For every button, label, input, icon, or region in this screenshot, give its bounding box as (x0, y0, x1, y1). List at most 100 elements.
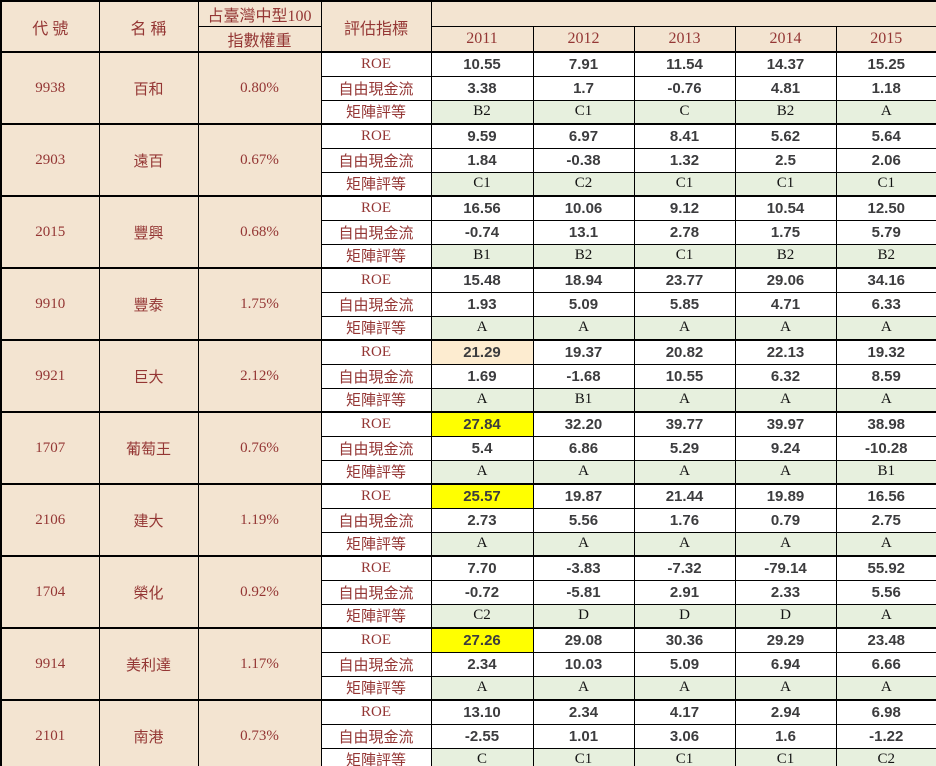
indicator-label: 矩陣評等 (320, 459, 432, 485)
indicator-label: ROE (320, 51, 432, 77)
roe-value: 5.64 (835, 123, 936, 149)
stock-name: 遠百 (98, 123, 199, 197)
rating-value: C1 (532, 747, 635, 766)
fcf-value: 2.06 (835, 147, 936, 173)
roe-value: 38.98 (835, 411, 936, 437)
fcf-value: 10.03 (532, 651, 635, 677)
fcf-value: 5.56 (835, 579, 936, 605)
stock-row: 自由現金流 -0.74 13.1 2.78 1.75 5.79 (1, 219, 936, 245)
stock-row: 矩陣評等 C2 D D D A (1, 603, 936, 629)
indicator-label: 自由現金流 (320, 723, 432, 749)
fcf-value: 1.75 (734, 219, 837, 245)
roe-value: 10.06 (532, 195, 635, 221)
fcf-value: 2.78 (633, 219, 736, 245)
roe-value: 21.29 (430, 339, 534, 365)
fcf-value: 6.94 (734, 651, 837, 677)
indicator-label: ROE (320, 195, 432, 221)
col-header-year-2011: 2011 (430, 26, 534, 53)
indicator-label: 矩陣評等 (320, 387, 432, 413)
fcf-value: 1.7 (532, 75, 635, 101)
rating-value: C1 (532, 99, 635, 125)
rating-value: C2 (532, 171, 635, 197)
fcf-value: -0.38 (532, 147, 635, 173)
stock-row: 矩陣評等 B1 B2 C1 B2 B2 (1, 243, 936, 269)
fcf-value: 6.66 (835, 651, 936, 677)
fcf-value: 3.06 (633, 723, 736, 749)
indicator-label: 矩陣評等 (320, 243, 432, 269)
roe-value: 2.34 (532, 699, 635, 725)
fcf-value: 5.4 (430, 435, 534, 461)
stock-row: 9938 百和 0.80% ROE 10.55 7.91 11.54 14.37 15.25 (0, 51, 936, 125)
roe-value: 6.98 (835, 699, 936, 725)
rating-value: A (633, 315, 736, 341)
stock-row: 自由現金流 1.93 5.09 5.85 4.71 6.33 (1, 291, 936, 317)
roe-value: 39.97 (734, 411, 837, 437)
rating-value: A (835, 387, 936, 413)
fcf-value: 13.1 (532, 219, 635, 245)
roe-value: 11.54 (633, 51, 736, 77)
fcf-value: -10.28 (835, 435, 936, 461)
indicator-label: 自由現金流 (320, 219, 432, 245)
roe-value: 29.29 (734, 627, 837, 653)
stock-code: 2015 (0, 195, 100, 269)
index-weight: 1.19% (197, 483, 322, 557)
stock-row: 矩陣評等 A A A A B1 (1, 459, 936, 485)
fcf-value: -5.81 (532, 579, 635, 605)
rating-value: A (734, 531, 837, 557)
rating-value: A (734, 459, 837, 485)
roe-value: 29.08 (532, 627, 635, 653)
table-body: 9938 百和 0.80% ROE 10.55 7.91 11.54 14.37 15.25 自由… (0, 51, 936, 766)
stock-name: 葡萄王 (98, 411, 199, 485)
rating-value: A (633, 675, 736, 701)
rating-value: A (633, 459, 736, 485)
rating-value: C (430, 747, 534, 766)
rating-value: A (430, 675, 534, 701)
roe-value: 9.12 (633, 195, 736, 221)
roe-value: 5.62 (734, 123, 837, 149)
rating-value: A (835, 531, 936, 557)
stock-name: 巨大 (98, 339, 199, 413)
rating-value: C1 (734, 747, 837, 766)
roe-value: 19.87 (532, 483, 635, 509)
rating-value: A (532, 315, 635, 341)
stock-row: 矩陣評等 C1 C2 C1 C1 C1 (1, 171, 936, 197)
roe-value: 6.97 (532, 123, 635, 149)
roe-value: 32.20 (532, 411, 635, 437)
indicator-label: 矩陣評等 (320, 99, 432, 125)
roe-value: 22.13 (734, 339, 837, 365)
rating-value: A (430, 531, 534, 557)
roe-value: 34.16 (835, 267, 936, 293)
fcf-value: -1.68 (532, 363, 635, 389)
rating-value: C (633, 99, 736, 125)
fcf-value: 2.75 (835, 507, 936, 533)
stock-row: 9910 豐泰 1.75% ROE 15.48 18.94 23.77 29.06 34.16 (0, 267, 936, 341)
indicator-label: 自由現金流 (320, 579, 432, 605)
stock-row: 矩陣評等 A A A A A (1, 531, 936, 557)
rating-value: C2 (835, 747, 936, 766)
col-header-indicator: 評估指標 (320, 0, 432, 53)
roe-value: 19.32 (835, 339, 936, 365)
roe-value: 19.37 (532, 339, 635, 365)
index-weight: 0.67% (197, 123, 322, 197)
indicator-label: 矩陣評等 (320, 315, 432, 341)
indicator-label: 自由現金流 (320, 75, 432, 101)
stock-code: 2903 (0, 123, 100, 197)
col-header-year-2012: 2012 (532, 26, 635, 53)
stock-row: 2101 南港 0.73% ROE 13.10 2.34 4.17 2.94 6.98 (0, 699, 936, 766)
roe-value: 4.17 (633, 699, 736, 725)
fcf-value: 1.32 (633, 147, 736, 173)
col-header-year-2014: 2014 (734, 26, 837, 53)
indicator-label: ROE (320, 555, 432, 581)
fcf-value: 5.29 (633, 435, 736, 461)
index-weight: 2.12% (197, 339, 322, 413)
roe-value: -3.83 (532, 555, 635, 581)
fcf-value: 1.6 (734, 723, 837, 749)
rating-value: B2 (532, 243, 635, 269)
rating-value: A (835, 603, 936, 629)
stock-row: 矩陣評等 A A A A A (1, 315, 936, 341)
col-header-name: 名 稱 (98, 0, 199, 53)
fcf-value: 2.33 (734, 579, 837, 605)
indicator-label: ROE (320, 483, 432, 509)
roe-value: 2.94 (734, 699, 837, 725)
